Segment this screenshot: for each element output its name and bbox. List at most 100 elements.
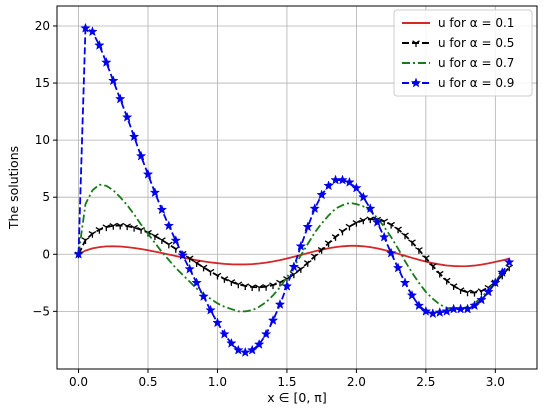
data-point (149, 187, 161, 198)
data-point (102, 224, 111, 232)
data-point (199, 264, 208, 272)
data-point (212, 317, 223, 328)
data-point (352, 220, 361, 227)
data-point (262, 283, 270, 291)
data-point (324, 240, 333, 248)
x-tick-label: 1.5 (277, 375, 296, 389)
data-point (114, 93, 126, 104)
data-point (239, 346, 251, 357)
data-point (359, 217, 368, 225)
data-point (365, 203, 376, 214)
data-point (428, 263, 437, 271)
x-tick-label: 3.0 (486, 375, 505, 389)
grid (57, 6, 537, 369)
data-point (392, 262, 404, 273)
data-point (94, 39, 105, 50)
data-point (410, 77, 422, 88)
data-point (234, 281, 243, 289)
data-point (503, 256, 515, 267)
plot-area: 0.0 0.5 1.0 1.5 2.0 2.5 3.0 −5 0 5 10 15 20 x ∈ [0, π… (6, 5, 538, 405)
data-point (337, 174, 348, 185)
data-point (462, 303, 473, 314)
data-point (267, 314, 279, 325)
x-tick-label: 1.0 (208, 375, 227, 389)
data-point (408, 239, 416, 247)
data-point (302, 221, 314, 232)
data-point (288, 261, 300, 272)
data-point (151, 233, 159, 241)
data-point (128, 131, 140, 142)
data-point (130, 224, 138, 232)
data-point (477, 288, 486, 296)
data-point (80, 22, 91, 33)
data-point (108, 75, 119, 86)
series-line (78, 244, 510, 268)
data-point (295, 240, 307, 251)
data-point (88, 230, 97, 238)
data-point (184, 263, 195, 274)
data-point (177, 249, 188, 260)
data-point (366, 216, 375, 224)
data-point (420, 305, 432, 316)
data-point (123, 223, 132, 231)
data-point (241, 283, 250, 291)
data-point (191, 277, 202, 288)
data-point (206, 268, 215, 276)
y-axis-label: The solutions (6, 146, 21, 230)
data-point (449, 283, 458, 291)
data-point (198, 290, 209, 301)
data-point (269, 282, 277, 290)
data-point (344, 176, 355, 187)
data-point (303, 260, 312, 267)
data-point (463, 289, 472, 297)
data-point (158, 237, 166, 245)
x-tick-label: 2.0 (347, 375, 366, 389)
legend-label: u for α = 0.9 (438, 76, 514, 90)
y-tick-label: 20 (35, 19, 50, 33)
data-point (274, 298, 286, 309)
data-point (248, 284, 257, 292)
series-layer (73, 22, 515, 357)
data-point (380, 218, 389, 226)
data-point (317, 246, 326, 254)
legend: u for α = 0.1 u for α = 0.5 u for α = 0.7 u… (393, 9, 533, 97)
data-point (385, 247, 397, 258)
data-point (219, 328, 230, 339)
data-point (456, 287, 465, 295)
legend-item: u for α = 0.5 (402, 36, 514, 50)
data-point (371, 216, 383, 227)
data-point (394, 226, 402, 234)
axis-ticks: 0.0 0.5 1.0 1.5 2.0 2.5 3.0 −5 0 5 10 15 20 (32, 19, 505, 389)
legend-box (393, 9, 533, 97)
data-point (387, 221, 395, 229)
data-point (281, 280, 293, 291)
data-point (401, 232, 409, 240)
legend-item: u for α = 0.1 (402, 16, 514, 30)
data-point (81, 237, 90, 245)
y-tick-label: 10 (35, 133, 50, 147)
data-point (192, 260, 201, 267)
data-point (316, 189, 327, 200)
x-tick-label: 0.0 (69, 375, 88, 389)
data-point (309, 203, 320, 214)
data-point (73, 248, 84, 259)
data-point (164, 241, 173, 249)
y-tick-label: 5 (42, 190, 50, 204)
data-point (121, 111, 133, 122)
data-point (435, 270, 444, 278)
data-point (116, 222, 125, 230)
data-point (469, 300, 480, 311)
data-point (441, 305, 452, 316)
data-point (101, 56, 112, 67)
data-point (109, 222, 118, 230)
data-point (345, 223, 354, 231)
data-point (442, 277, 451, 285)
x-tick-label: 0.5 (138, 375, 157, 389)
data-point (220, 276, 229, 283)
series-1 (78, 244, 510, 268)
data-point (246, 344, 258, 355)
data-point (227, 279, 236, 286)
data-point (338, 228, 347, 236)
